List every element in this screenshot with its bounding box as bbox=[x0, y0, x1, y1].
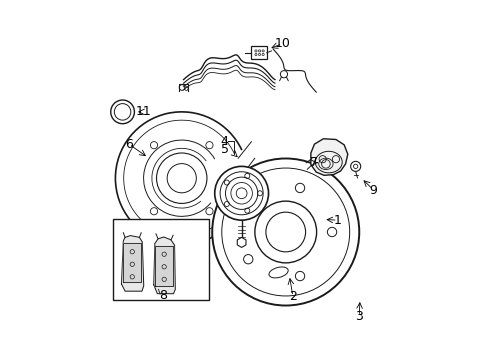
Bar bbox=[112, 220, 209, 300]
Text: 1: 1 bbox=[333, 214, 341, 227]
Text: 6: 6 bbox=[125, 138, 133, 150]
Text: 11: 11 bbox=[135, 105, 151, 118]
Polygon shape bbox=[155, 246, 173, 286]
Text: 3: 3 bbox=[355, 310, 363, 323]
Bar bbox=[250, 46, 266, 59]
Circle shape bbox=[214, 166, 268, 220]
Text: 8: 8 bbox=[159, 289, 166, 302]
Polygon shape bbox=[310, 139, 347, 175]
Text: 7: 7 bbox=[310, 156, 318, 169]
Polygon shape bbox=[237, 237, 245, 247]
Circle shape bbox=[212, 158, 359, 306]
Text: 5: 5 bbox=[220, 143, 228, 156]
Text: 10: 10 bbox=[274, 37, 289, 50]
Text: 2: 2 bbox=[288, 290, 296, 303]
Text: 4: 4 bbox=[221, 135, 228, 148]
Polygon shape bbox=[123, 243, 141, 282]
Polygon shape bbox=[153, 237, 175, 294]
Text: 9: 9 bbox=[369, 184, 377, 197]
Polygon shape bbox=[121, 235, 143, 291]
